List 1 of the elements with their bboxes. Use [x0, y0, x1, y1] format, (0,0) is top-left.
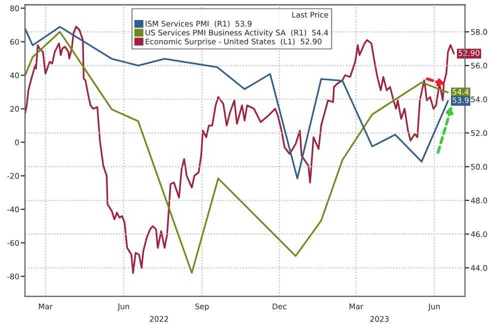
line-series [25, 26, 449, 180]
